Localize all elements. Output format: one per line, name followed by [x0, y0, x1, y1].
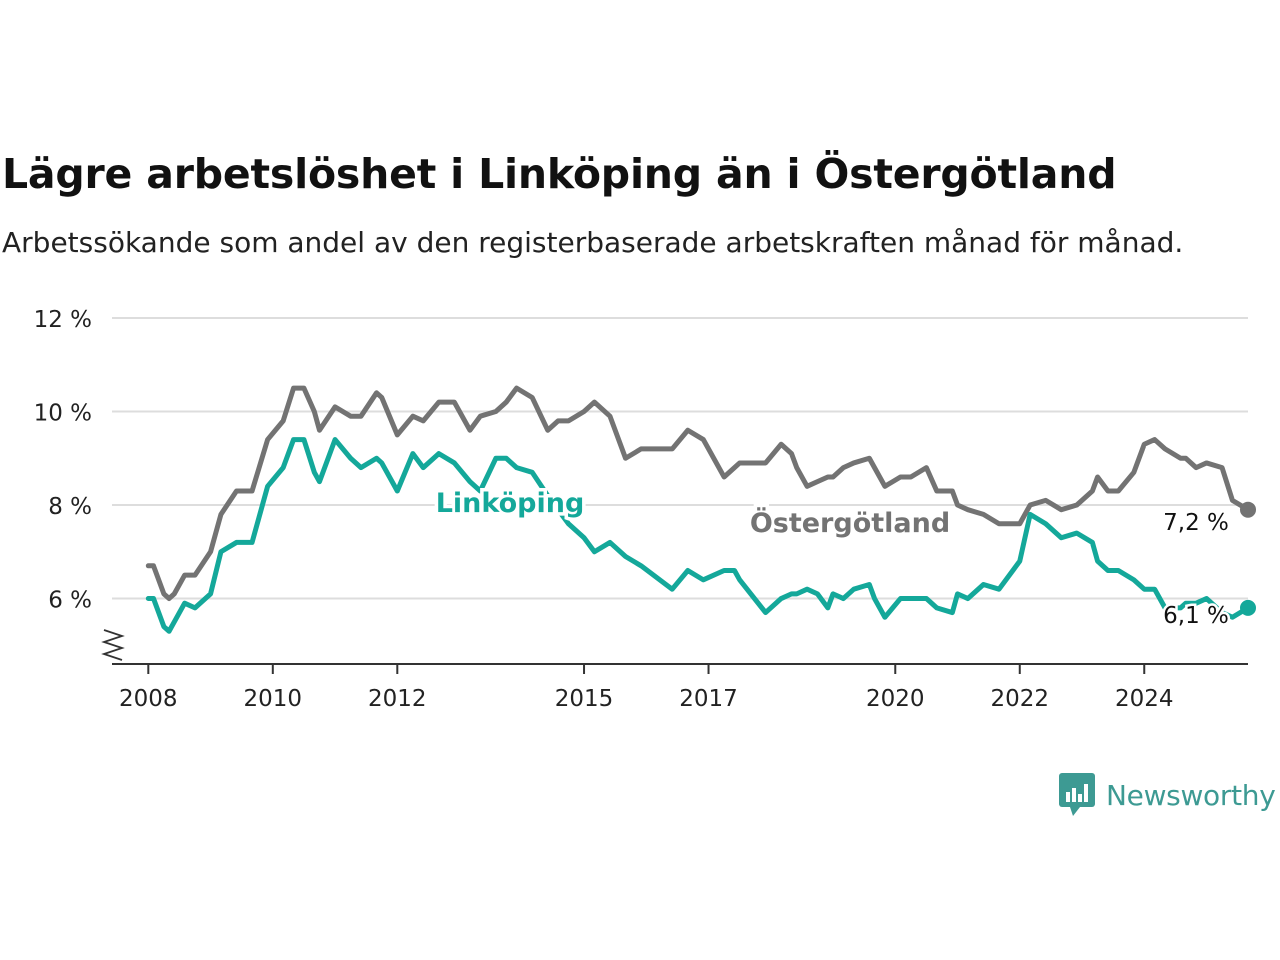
- y-tick-label: 12 %: [34, 307, 92, 333]
- y-tick-label: 6 %: [48, 588, 92, 614]
- x-tick-label: 2022: [990, 686, 1049, 712]
- series-endpoint: [1240, 501, 1256, 518]
- chart-subtitle: Arbetssökande som andel av den registerb…: [2, 226, 1184, 259]
- chart-title: Lägre arbetslöshet i Linköping än i Öste…: [2, 150, 1117, 198]
- axis-break-icon: [101, 629, 125, 661]
- x-tick-label: 2024: [1115, 686, 1174, 712]
- series-name-label: Östergötland: [750, 506, 950, 539]
- brand-name: Newsworthy: [1106, 778, 1276, 812]
- x-tick-label: 2008: [119, 686, 178, 712]
- x-tick-label: 2020: [866, 686, 925, 712]
- x-tick-label: 2015: [555, 686, 614, 712]
- series-line-linkoping: [145, 437, 1251, 634]
- series-lines: [145, 385, 1256, 634]
- series-line-ostergotland: [145, 385, 1251, 602]
- y-tick-label: 8 %: [48, 494, 92, 520]
- line-chart: 6 %8 %10 %12 % 2008 2010 2012 2015 2017 2020 2…: [34, 307, 1256, 712]
- series-end-label: 6,1 %: [1163, 603, 1229, 629]
- x-tick-label: 2012: [368, 686, 427, 712]
- y-axis-ticks: 6 % 8 % 10 % 12 %: [34, 307, 92, 614]
- series-end-label: 7,2 %: [1163, 510, 1229, 536]
- x-tick-label: 2017: [679, 686, 738, 712]
- x-tick-label: 2010: [244, 686, 303, 712]
- newsworthy-logo-icon: [1059, 773, 1095, 816]
- gridlines: [112, 317, 1248, 600]
- series-endpoint: [1240, 599, 1256, 616]
- series-labels: 7,2 % Östergötland 6,1 % Linköping: [432, 485, 1231, 632]
- series-name-label: Linköping: [436, 488, 585, 519]
- newsworthy-logo: Newsworthy: [1058, 772, 1276, 818]
- x-axis: 2008 2010 2012 2015 2017 2020 2022 2024: [101, 629, 1248, 712]
- y-tick-label: 10 %: [34, 401, 92, 427]
